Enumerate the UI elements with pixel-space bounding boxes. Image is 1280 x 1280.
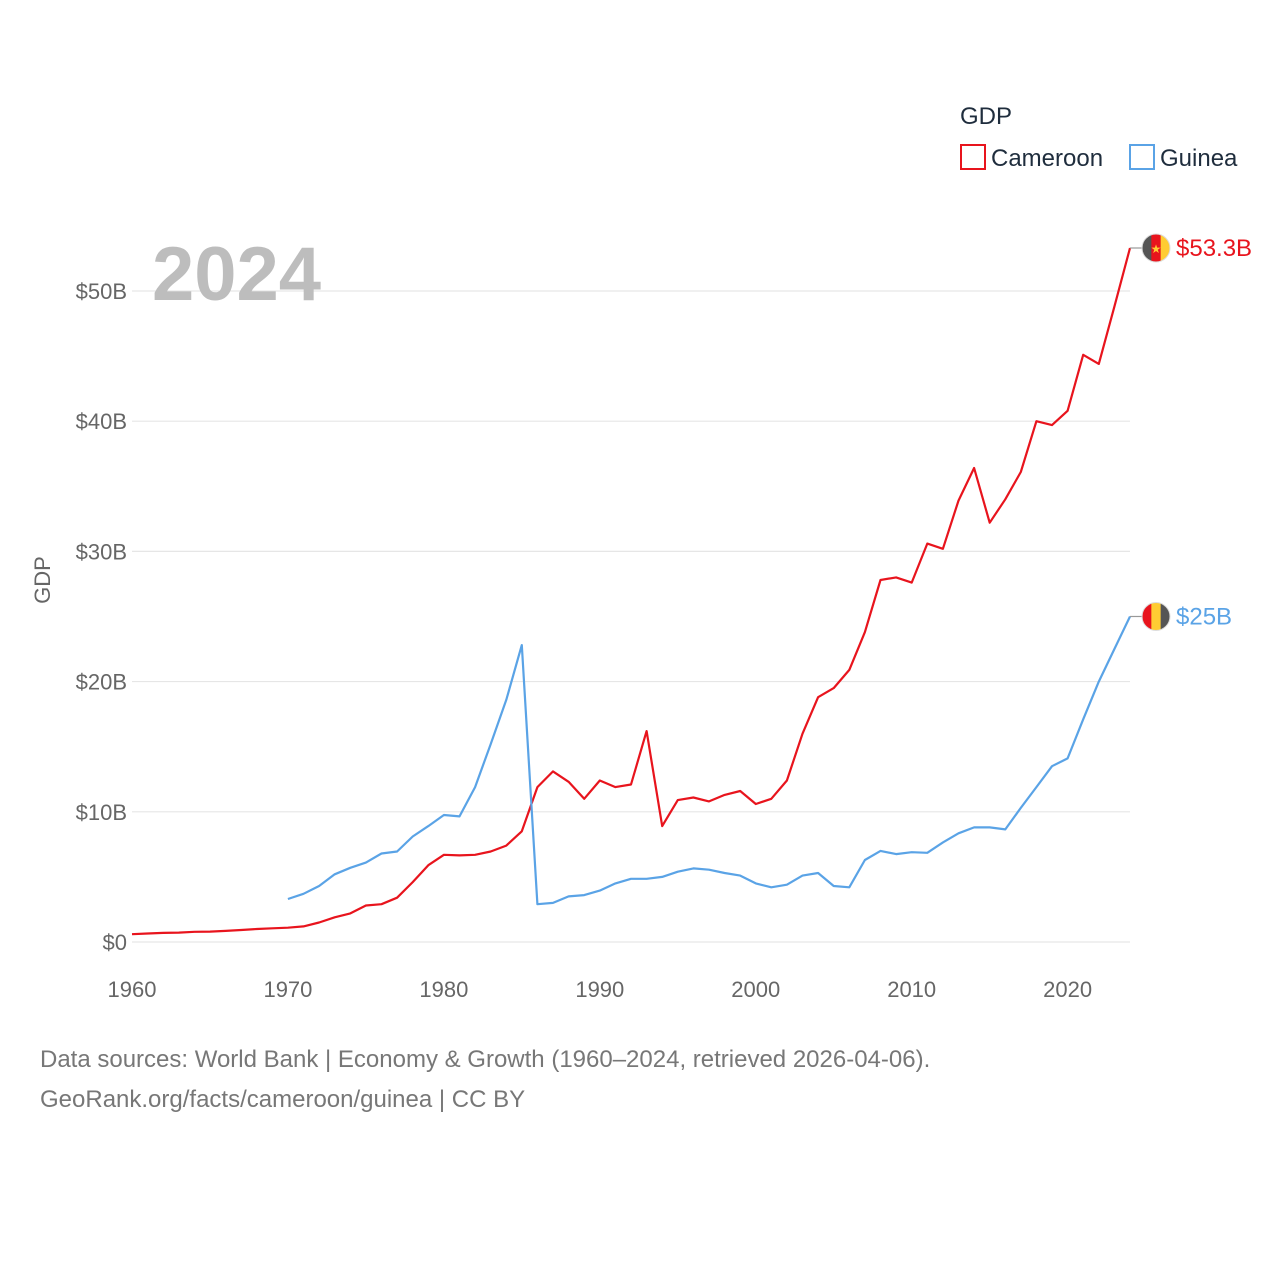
y-axis-title: GDP xyxy=(30,556,55,604)
series-lines xyxy=(131,247,1132,936)
y-tick-label: $20B xyxy=(76,670,127,695)
legend: GDP Cameroon Guinea xyxy=(960,103,1238,172)
legend-title: GDP xyxy=(960,103,1012,130)
y-tick-label: $40B xyxy=(76,409,127,434)
y-tick-label: $50B xyxy=(76,279,127,304)
legend-item-guinea[interactable]: Guinea xyxy=(1129,144,1238,172)
svg-text:★: ★ xyxy=(1151,242,1162,256)
legend-swatch-guinea xyxy=(1129,144,1155,170)
footer-source: Data sources: World Bank | Economy & Gro… xyxy=(40,1046,931,1073)
x-tick-label: 1980 xyxy=(419,977,468,1002)
current-year-label: 2024 xyxy=(152,232,321,317)
x-tick-label: 2000 xyxy=(731,977,780,1002)
x-tick-label: 1990 xyxy=(575,977,624,1002)
guinea-flag-icon xyxy=(1141,601,1171,631)
legend-item-cameroon[interactable]: Cameroon xyxy=(960,144,1103,172)
y-tick-label: $0 xyxy=(103,930,127,955)
series-line-cameroon[interactable] xyxy=(131,247,1132,936)
legend-label-guinea: Guinea xyxy=(1160,145,1238,172)
legend-swatch-cameroon xyxy=(960,144,986,170)
y-tick-label: $30B xyxy=(76,539,127,564)
x-tick-label: 1970 xyxy=(263,977,312,1002)
gdp-line-chart: $0 $10B $20B $30B $40B $50B 1960 1970 1980 1990 2… xyxy=(30,103,1252,1002)
footer: Data sources: World Bank | Economy & Gro… xyxy=(40,1040,930,1120)
x-axis: 1960 1970 1980 1990 2000 2010 2020 xyxy=(108,977,1093,1002)
x-tick-label: 2020 xyxy=(1043,977,1092,1002)
footer-attribution[interactable]: GeoRank.org/facts/cameroon/guinea | CC B… xyxy=(40,1086,526,1113)
end-value-label-cameroon: $53.3B xyxy=(1176,235,1252,262)
y-axis: $0 $10B $20B $30B $40B $50B xyxy=(76,279,127,955)
gridlines xyxy=(132,290,1130,943)
end-value-label-guinea: $25B xyxy=(1176,603,1232,630)
legend-label-cameroon: Cameroon xyxy=(991,145,1103,172)
x-tick-label: 2010 xyxy=(887,977,936,1002)
x-tick-label: 1960 xyxy=(108,977,157,1002)
series-line-guinea[interactable] xyxy=(287,616,1131,906)
end-labels: ★ $53.3B $25B xyxy=(1130,233,1252,631)
y-tick-label: $10B xyxy=(76,800,127,825)
cameroon-flag-icon: ★ xyxy=(1141,233,1171,263)
